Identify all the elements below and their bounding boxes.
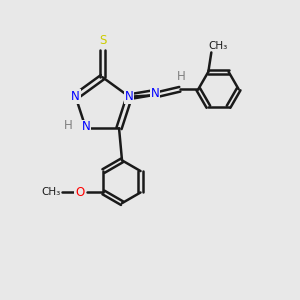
Text: N: N	[82, 120, 90, 133]
Text: N: N	[125, 90, 134, 103]
Text: O: O	[75, 186, 84, 199]
Text: H: H	[177, 70, 186, 83]
Text: N: N	[71, 90, 80, 103]
Text: CH₃: CH₃	[208, 41, 227, 51]
Text: CH₃: CH₃	[42, 188, 61, 197]
Text: H: H	[64, 119, 72, 132]
Text: S: S	[99, 34, 106, 47]
Text: N: N	[151, 87, 160, 100]
